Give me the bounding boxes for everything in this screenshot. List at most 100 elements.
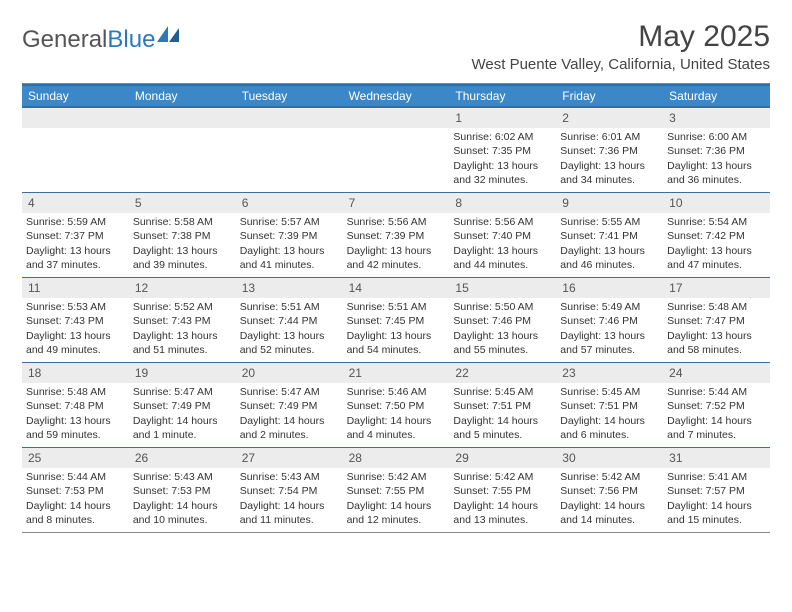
sunset-text: Sunset: 7:55 PM [347, 484, 446, 498]
day-number: 22 [449, 363, 556, 383]
sunset-text: Sunset: 7:41 PM [560, 229, 659, 243]
sunrise-text: Sunrise: 6:00 AM [667, 130, 766, 144]
day-body: Sunrise: 5:54 AMSunset: 7:42 PMDaylight:… [663, 213, 770, 274]
dow-friday: Friday [556, 86, 663, 106]
sunset-text: Sunset: 7:37 PM [26, 229, 125, 243]
day-number: 1 [449, 108, 556, 128]
day-cell: 8Sunrise: 5:56 AMSunset: 7:40 PMDaylight… [449, 193, 556, 277]
sunset-text: Sunset: 7:53 PM [26, 484, 125, 498]
daylight-text: Daylight: 13 hours and 58 minutes. [667, 329, 766, 357]
day-number: 6 [236, 193, 343, 213]
daylight-text: Daylight: 14 hours and 6 minutes. [560, 414, 659, 442]
day-cell: 26Sunrise: 5:43 AMSunset: 7:53 PMDayligh… [129, 448, 236, 532]
sunset-text: Sunset: 7:55 PM [453, 484, 552, 498]
daylight-text: Daylight: 14 hours and 14 minutes. [560, 499, 659, 527]
daylight-text: Daylight: 13 hours and 47 minutes. [667, 244, 766, 272]
day-number [22, 108, 129, 128]
sunset-text: Sunset: 7:53 PM [133, 484, 232, 498]
daylight-text: Daylight: 13 hours and 57 minutes. [560, 329, 659, 357]
day-cell: 18Sunrise: 5:48 AMSunset: 7:48 PMDayligh… [22, 363, 129, 447]
sunrise-text: Sunrise: 5:46 AM [347, 385, 446, 399]
day-body: Sunrise: 6:00 AMSunset: 7:36 PMDaylight:… [663, 128, 770, 189]
day-body: Sunrise: 5:55 AMSunset: 7:41 PMDaylight:… [556, 213, 663, 274]
day-number: 13 [236, 278, 343, 298]
sunrise-text: Sunrise: 5:44 AM [26, 470, 125, 484]
daylight-text: Daylight: 14 hours and 4 minutes. [347, 414, 446, 442]
day-cell: 6Sunrise: 5:57 AMSunset: 7:39 PMDaylight… [236, 193, 343, 277]
sunset-text: Sunset: 7:36 PM [667, 144, 766, 158]
sunset-text: Sunset: 7:45 PM [347, 314, 446, 328]
day-body: Sunrise: 5:52 AMSunset: 7:43 PMDaylight:… [129, 298, 236, 359]
day-cell: 5Sunrise: 5:58 AMSunset: 7:38 PMDaylight… [129, 193, 236, 277]
sunrise-text: Sunrise: 5:45 AM [560, 385, 659, 399]
day-number: 20 [236, 363, 343, 383]
day-body: Sunrise: 5:50 AMSunset: 7:46 PMDaylight:… [449, 298, 556, 359]
day-number: 31 [663, 448, 770, 468]
sunset-text: Sunset: 7:49 PM [133, 399, 232, 413]
sunrise-text: Sunrise: 5:51 AM [240, 300, 339, 314]
day-cell: 16Sunrise: 5:49 AMSunset: 7:46 PMDayligh… [556, 278, 663, 362]
day-cell: 2Sunrise: 6:01 AMSunset: 7:36 PMDaylight… [556, 108, 663, 192]
day-body: Sunrise: 5:48 AMSunset: 7:47 PMDaylight:… [663, 298, 770, 359]
day-number: 4 [22, 193, 129, 213]
day-number: 25 [22, 448, 129, 468]
brand-part1: General [22, 26, 107, 54]
day-body [129, 128, 236, 132]
sunrise-text: Sunrise: 5:53 AM [26, 300, 125, 314]
sunset-text: Sunset: 7:39 PM [347, 229, 446, 243]
daylight-text: Daylight: 13 hours and 51 minutes. [133, 329, 232, 357]
day-body: Sunrise: 5:53 AMSunset: 7:43 PMDaylight:… [22, 298, 129, 359]
day-number: 27 [236, 448, 343, 468]
day-body: Sunrise: 5:51 AMSunset: 7:44 PMDaylight:… [236, 298, 343, 359]
day-cell: 29Sunrise: 5:42 AMSunset: 7:55 PMDayligh… [449, 448, 556, 532]
day-cell: 13Sunrise: 5:51 AMSunset: 7:44 PMDayligh… [236, 278, 343, 362]
day-body: Sunrise: 5:48 AMSunset: 7:48 PMDaylight:… [22, 383, 129, 444]
sunset-text: Sunset: 7:50 PM [347, 399, 446, 413]
day-cell: 25Sunrise: 5:44 AMSunset: 7:53 PMDayligh… [22, 448, 129, 532]
week-row: 11Sunrise: 5:53 AMSunset: 7:43 PMDayligh… [22, 277, 770, 362]
daylight-text: Daylight: 13 hours and 46 minutes. [560, 244, 659, 272]
day-number: 21 [343, 363, 450, 383]
day-body: Sunrise: 5:46 AMSunset: 7:50 PMDaylight:… [343, 383, 450, 444]
sunrise-text: Sunrise: 5:48 AM [667, 300, 766, 314]
day-cell: 23Sunrise: 5:45 AMSunset: 7:51 PMDayligh… [556, 363, 663, 447]
day-body: Sunrise: 5:47 AMSunset: 7:49 PMDaylight:… [236, 383, 343, 444]
day-cell: 28Sunrise: 5:42 AMSunset: 7:55 PMDayligh… [343, 448, 450, 532]
sunrise-text: Sunrise: 6:02 AM [453, 130, 552, 144]
day-cell: 1Sunrise: 6:02 AMSunset: 7:35 PMDaylight… [449, 108, 556, 192]
daylight-text: Daylight: 14 hours and 8 minutes. [26, 499, 125, 527]
brand-part2: Blue [107, 26, 155, 54]
daylight-text: Daylight: 13 hours and 34 minutes. [560, 159, 659, 187]
sunset-text: Sunset: 7:46 PM [560, 314, 659, 328]
daylight-text: Daylight: 14 hours and 5 minutes. [453, 414, 552, 442]
sunset-text: Sunset: 7:54 PM [240, 484, 339, 498]
day-number: 30 [556, 448, 663, 468]
day-body: Sunrise: 5:51 AMSunset: 7:45 PMDaylight:… [343, 298, 450, 359]
sunrise-text: Sunrise: 5:51 AM [347, 300, 446, 314]
daylight-text: Daylight: 13 hours and 37 minutes. [26, 244, 125, 272]
sunrise-text: Sunrise: 5:54 AM [667, 215, 766, 229]
sunset-text: Sunset: 7:38 PM [133, 229, 232, 243]
day-number: 8 [449, 193, 556, 213]
day-number: 18 [22, 363, 129, 383]
dow-wednesday: Wednesday [343, 86, 450, 106]
day-cell: 9Sunrise: 5:55 AMSunset: 7:41 PMDaylight… [556, 193, 663, 277]
sunrise-text: Sunrise: 5:48 AM [26, 385, 125, 399]
day-body: Sunrise: 5:45 AMSunset: 7:51 PMDaylight:… [556, 383, 663, 444]
sunset-text: Sunset: 7:48 PM [26, 399, 125, 413]
day-cell [236, 108, 343, 192]
day-body: Sunrise: 5:43 AMSunset: 7:54 PMDaylight:… [236, 468, 343, 529]
sunset-text: Sunset: 7:36 PM [560, 144, 659, 158]
day-number: 24 [663, 363, 770, 383]
sunrise-text: Sunrise: 5:50 AM [453, 300, 552, 314]
sunset-text: Sunset: 7:35 PM [453, 144, 552, 158]
sunrise-text: Sunrise: 5:43 AM [133, 470, 232, 484]
day-number: 9 [556, 193, 663, 213]
sunrise-text: Sunrise: 5:58 AM [133, 215, 232, 229]
day-body: Sunrise: 5:44 AMSunset: 7:53 PMDaylight:… [22, 468, 129, 529]
week-row: 1 Sunrise: 6:02 AMSunset: 7:35 PM Daylight… [22, 108, 770, 192]
daylight-text: Daylight: 14 hours and 1 minute. [133, 414, 232, 442]
day-body: Sunrise: 5:47 AMSunset: 7:49 PMDaylight:… [129, 383, 236, 444]
sunrise-text: Sunrise: 5:56 AM [347, 215, 446, 229]
week-row: 25Sunrise: 5:44 AMSunset: 7:53 PMDayligh… [22, 447, 770, 532]
